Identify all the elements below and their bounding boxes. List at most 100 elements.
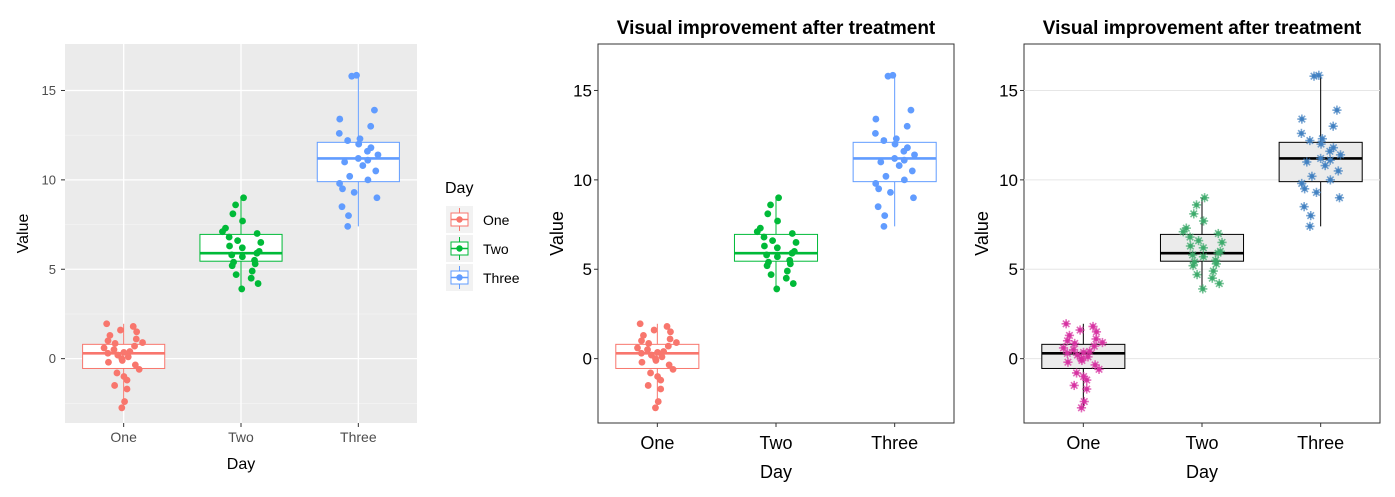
data-point xyxy=(346,172,354,180)
data-point xyxy=(336,115,344,123)
data-point-core xyxy=(1219,240,1225,245)
data-point-core xyxy=(1061,345,1066,351)
data-point-core xyxy=(1309,173,1315,179)
data-point-core xyxy=(1307,223,1313,229)
y-tick-label: 10 xyxy=(999,171,1018,190)
data-point-core xyxy=(1071,347,1076,353)
data-point xyxy=(1198,252,1208,262)
data-point xyxy=(1305,135,1315,146)
data-point xyxy=(229,210,237,218)
data-point xyxy=(875,185,883,193)
data-point xyxy=(774,217,781,225)
data-point xyxy=(247,274,255,282)
data-point xyxy=(634,344,641,352)
data-point xyxy=(219,228,226,236)
data-point-core xyxy=(1072,341,1078,346)
data-point-core xyxy=(1307,138,1313,143)
data-point xyxy=(132,335,140,343)
data-point xyxy=(657,376,665,384)
data-point xyxy=(126,348,134,355)
data-point xyxy=(118,357,126,364)
data-point-core xyxy=(1335,168,1341,174)
data-point xyxy=(1207,273,1217,283)
panel-1: 0 5 10 15 One Two Three Day Value Day One Two Three xyxy=(15,44,520,473)
data-point xyxy=(356,135,364,143)
data-point xyxy=(636,320,644,328)
data-point xyxy=(654,348,661,356)
data-point xyxy=(248,267,256,275)
data-point xyxy=(228,262,236,270)
data-point xyxy=(367,122,375,130)
data-point-core xyxy=(1084,377,1090,383)
data-point-core xyxy=(1334,107,1340,113)
data-point xyxy=(335,129,343,137)
data-point xyxy=(105,358,112,366)
data-point xyxy=(640,332,647,339)
data-point xyxy=(110,346,118,354)
data-point-core xyxy=(1188,243,1193,249)
data-point-core xyxy=(1304,159,1310,165)
data-point xyxy=(892,135,900,143)
box-three xyxy=(852,141,937,183)
data-point xyxy=(872,115,880,123)
panel-3: Visual improvement after treatment 0 5 10 15… xyxy=(972,18,1381,482)
y-tick-label: 5 xyxy=(1009,260,1018,279)
data-point xyxy=(238,285,246,293)
data-point-core xyxy=(1299,116,1305,122)
data-point xyxy=(669,365,677,373)
data-point xyxy=(1077,355,1087,366)
data-point xyxy=(254,280,262,287)
data-point xyxy=(638,337,645,345)
data-point xyxy=(1217,237,1227,248)
data-point-core xyxy=(1064,350,1070,356)
data-point xyxy=(769,237,776,245)
x-tick-label: Two xyxy=(228,429,254,445)
data-point-core xyxy=(1081,349,1086,355)
data-point-core xyxy=(1090,324,1096,329)
data-point xyxy=(113,369,121,377)
y-tick-label: 15 xyxy=(573,81,592,100)
data-point xyxy=(660,348,668,355)
data-point xyxy=(900,147,908,155)
data-point xyxy=(1094,364,1104,374)
data-point xyxy=(120,348,128,356)
data-point xyxy=(111,340,119,347)
data-point-core xyxy=(1308,213,1314,219)
y-tick-label: 10 xyxy=(573,171,592,190)
data-point xyxy=(135,365,143,373)
data-point xyxy=(666,335,674,343)
data-point xyxy=(1076,403,1087,413)
data-point xyxy=(753,228,761,236)
data-point-core xyxy=(1299,181,1305,186)
y-axis-label: Value xyxy=(547,211,567,256)
data-point xyxy=(900,176,908,184)
data-point xyxy=(354,155,362,162)
data-point xyxy=(644,382,652,389)
data-point xyxy=(336,180,343,187)
data-point xyxy=(891,140,899,148)
data-point-core xyxy=(1210,268,1216,274)
data-point xyxy=(238,253,246,261)
data-point xyxy=(104,349,112,357)
data-point-core xyxy=(1302,186,1308,192)
data-point xyxy=(903,122,911,130)
data-point-core xyxy=(1338,152,1343,158)
x-axis-label: Day xyxy=(1186,462,1218,482)
data-point xyxy=(348,72,356,80)
data-point xyxy=(1091,334,1101,344)
data-point xyxy=(1192,270,1202,280)
y-axis-label: Value xyxy=(972,211,992,256)
data-point xyxy=(1063,357,1073,367)
data-point xyxy=(760,233,768,241)
data-point-core xyxy=(1202,195,1207,201)
data-point xyxy=(908,167,916,175)
data-point xyxy=(1199,193,1210,203)
data-point xyxy=(131,342,138,350)
data-point-core xyxy=(1301,204,1307,210)
data-point-core xyxy=(1187,234,1193,240)
x-axis-label: Day xyxy=(760,462,792,482)
data-point-core xyxy=(1314,189,1319,195)
data-point xyxy=(100,344,108,352)
data-point xyxy=(131,361,139,369)
data-point-core xyxy=(1327,177,1333,183)
